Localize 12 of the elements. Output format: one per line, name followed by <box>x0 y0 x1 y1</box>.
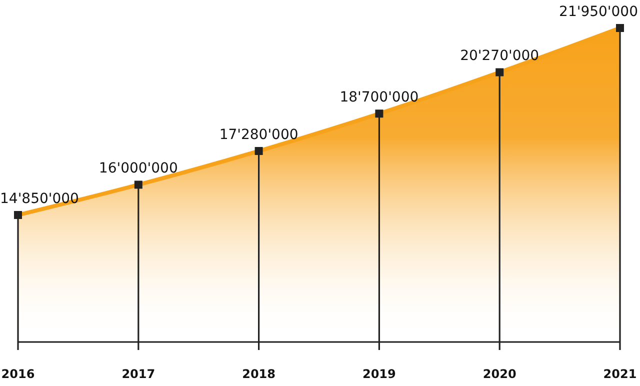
data-label: 17'280'000 <box>219 127 298 143</box>
data-label: 16'000'000 <box>98 160 178 177</box>
x-tick-label: 2018 <box>242 367 276 381</box>
data-label: 14'850'000 <box>0 191 79 207</box>
data-label: 20'270'000 <box>460 48 540 64</box>
x-tick-label: 2019 <box>362 367 396 381</box>
data-label: 18'700'000 <box>340 90 419 106</box>
x-tick-label: 2016 <box>1 367 35 381</box>
x-tick-label: 2021 <box>603 367 637 381</box>
x-tick-label: 2020 <box>482 367 516 381</box>
x-tick-label: 2017 <box>122 367 156 381</box>
data-label: 21'950'000 <box>559 4 638 20</box>
